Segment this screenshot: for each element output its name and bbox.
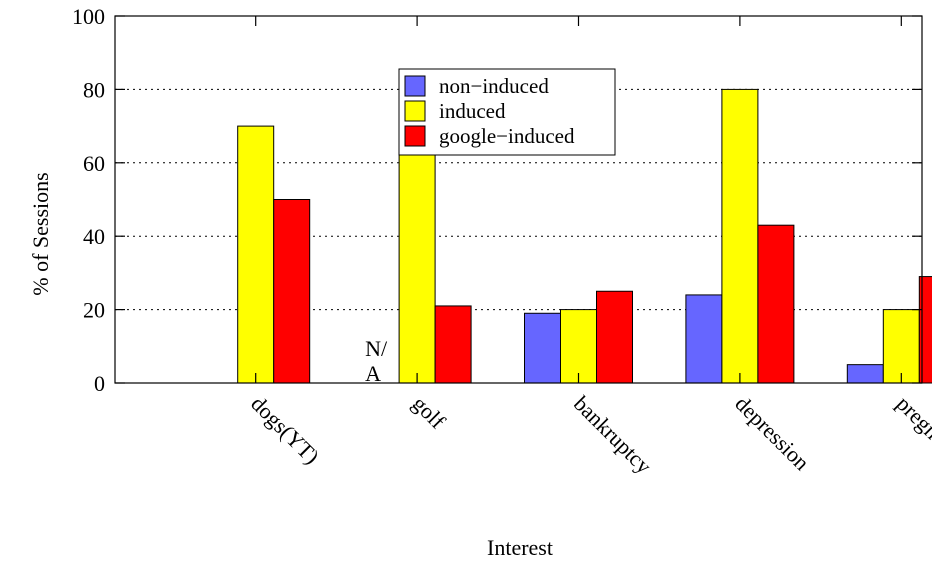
x-tick-label: pregnant(YT) bbox=[892, 391, 932, 494]
y-axis-label: % of Sessions bbox=[28, 172, 53, 295]
na-annotation-line2: A bbox=[365, 361, 381, 386]
x-tick-label: golf bbox=[408, 391, 451, 434]
x-tick-label: depression bbox=[730, 391, 814, 475]
legend-label: google−induced bbox=[439, 124, 575, 148]
legend-swatch bbox=[404, 125, 426, 147]
y-tick-label: 80 bbox=[83, 77, 105, 102]
annotations: N/A bbox=[365, 336, 388, 386]
y-tick-label: 0 bbox=[94, 371, 105, 396]
x-tick-label: dogs(YT) bbox=[246, 391, 324, 469]
bar-non-induced-2 bbox=[524, 312, 561, 384]
bar-google-induced-3 bbox=[757, 224, 795, 384]
bar-induced-2 bbox=[560, 309, 597, 384]
bar-non-induced-4 bbox=[846, 364, 884, 384]
legend-box bbox=[398, 68, 616, 156]
y-tick-label: 40 bbox=[83, 224, 105, 249]
legend-label: non−induced bbox=[439, 74, 549, 98]
y-axis: 0 20 40 60 80 100 bbox=[72, 4, 922, 396]
bar-google-induced-2 bbox=[596, 290, 633, 384]
y-tick-label: 20 bbox=[83, 298, 105, 323]
legend-swatch bbox=[404, 75, 426, 97]
legend-label: induced bbox=[439, 99, 506, 123]
y-tick-label: 60 bbox=[83, 151, 105, 176]
x-tick-label: bankruptcy bbox=[569, 391, 657, 479]
bar-google-induced-0 bbox=[273, 199, 311, 384]
bar-induced-4 bbox=[882, 309, 920, 384]
bar-google-induced-1 bbox=[434, 305, 472, 384]
bar-google-induced-4 bbox=[918, 276, 932, 384]
bar-induced-3 bbox=[721, 88, 759, 384]
x-axis-label: Interest bbox=[487, 535, 553, 560]
y-tick-label: 100 bbox=[72, 4, 105, 29]
bar-non-induced-3 bbox=[685, 294, 723, 384]
bar-induced-0 bbox=[237, 125, 275, 384]
na-annotation-line1: N/ bbox=[365, 336, 388, 361]
plot-frame bbox=[114, 15, 923, 384]
legend-swatch bbox=[404, 100, 426, 122]
